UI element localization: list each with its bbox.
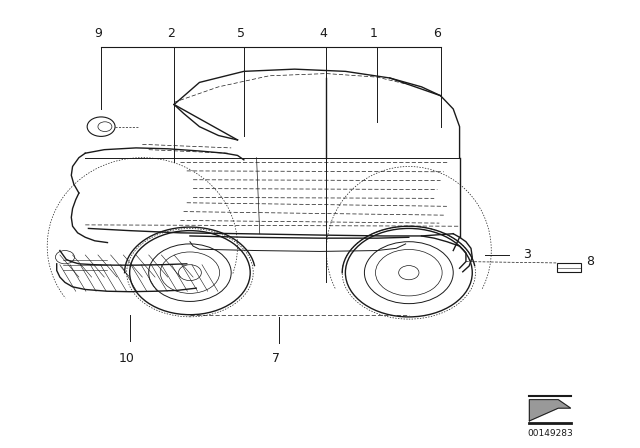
Text: 5: 5: [237, 27, 244, 40]
Text: 4: 4: [319, 27, 327, 40]
Polygon shape: [529, 400, 571, 421]
Bar: [557, 263, 580, 272]
Text: 6: 6: [433, 27, 442, 40]
Text: 00149283: 00149283: [527, 429, 573, 438]
Text: 1: 1: [370, 27, 378, 40]
Text: 9: 9: [94, 27, 102, 40]
Text: 8: 8: [586, 255, 595, 268]
Text: 7: 7: [271, 352, 280, 365]
Text: 3: 3: [523, 249, 531, 262]
Text: 10: 10: [118, 352, 134, 365]
Text: 2: 2: [167, 27, 175, 40]
